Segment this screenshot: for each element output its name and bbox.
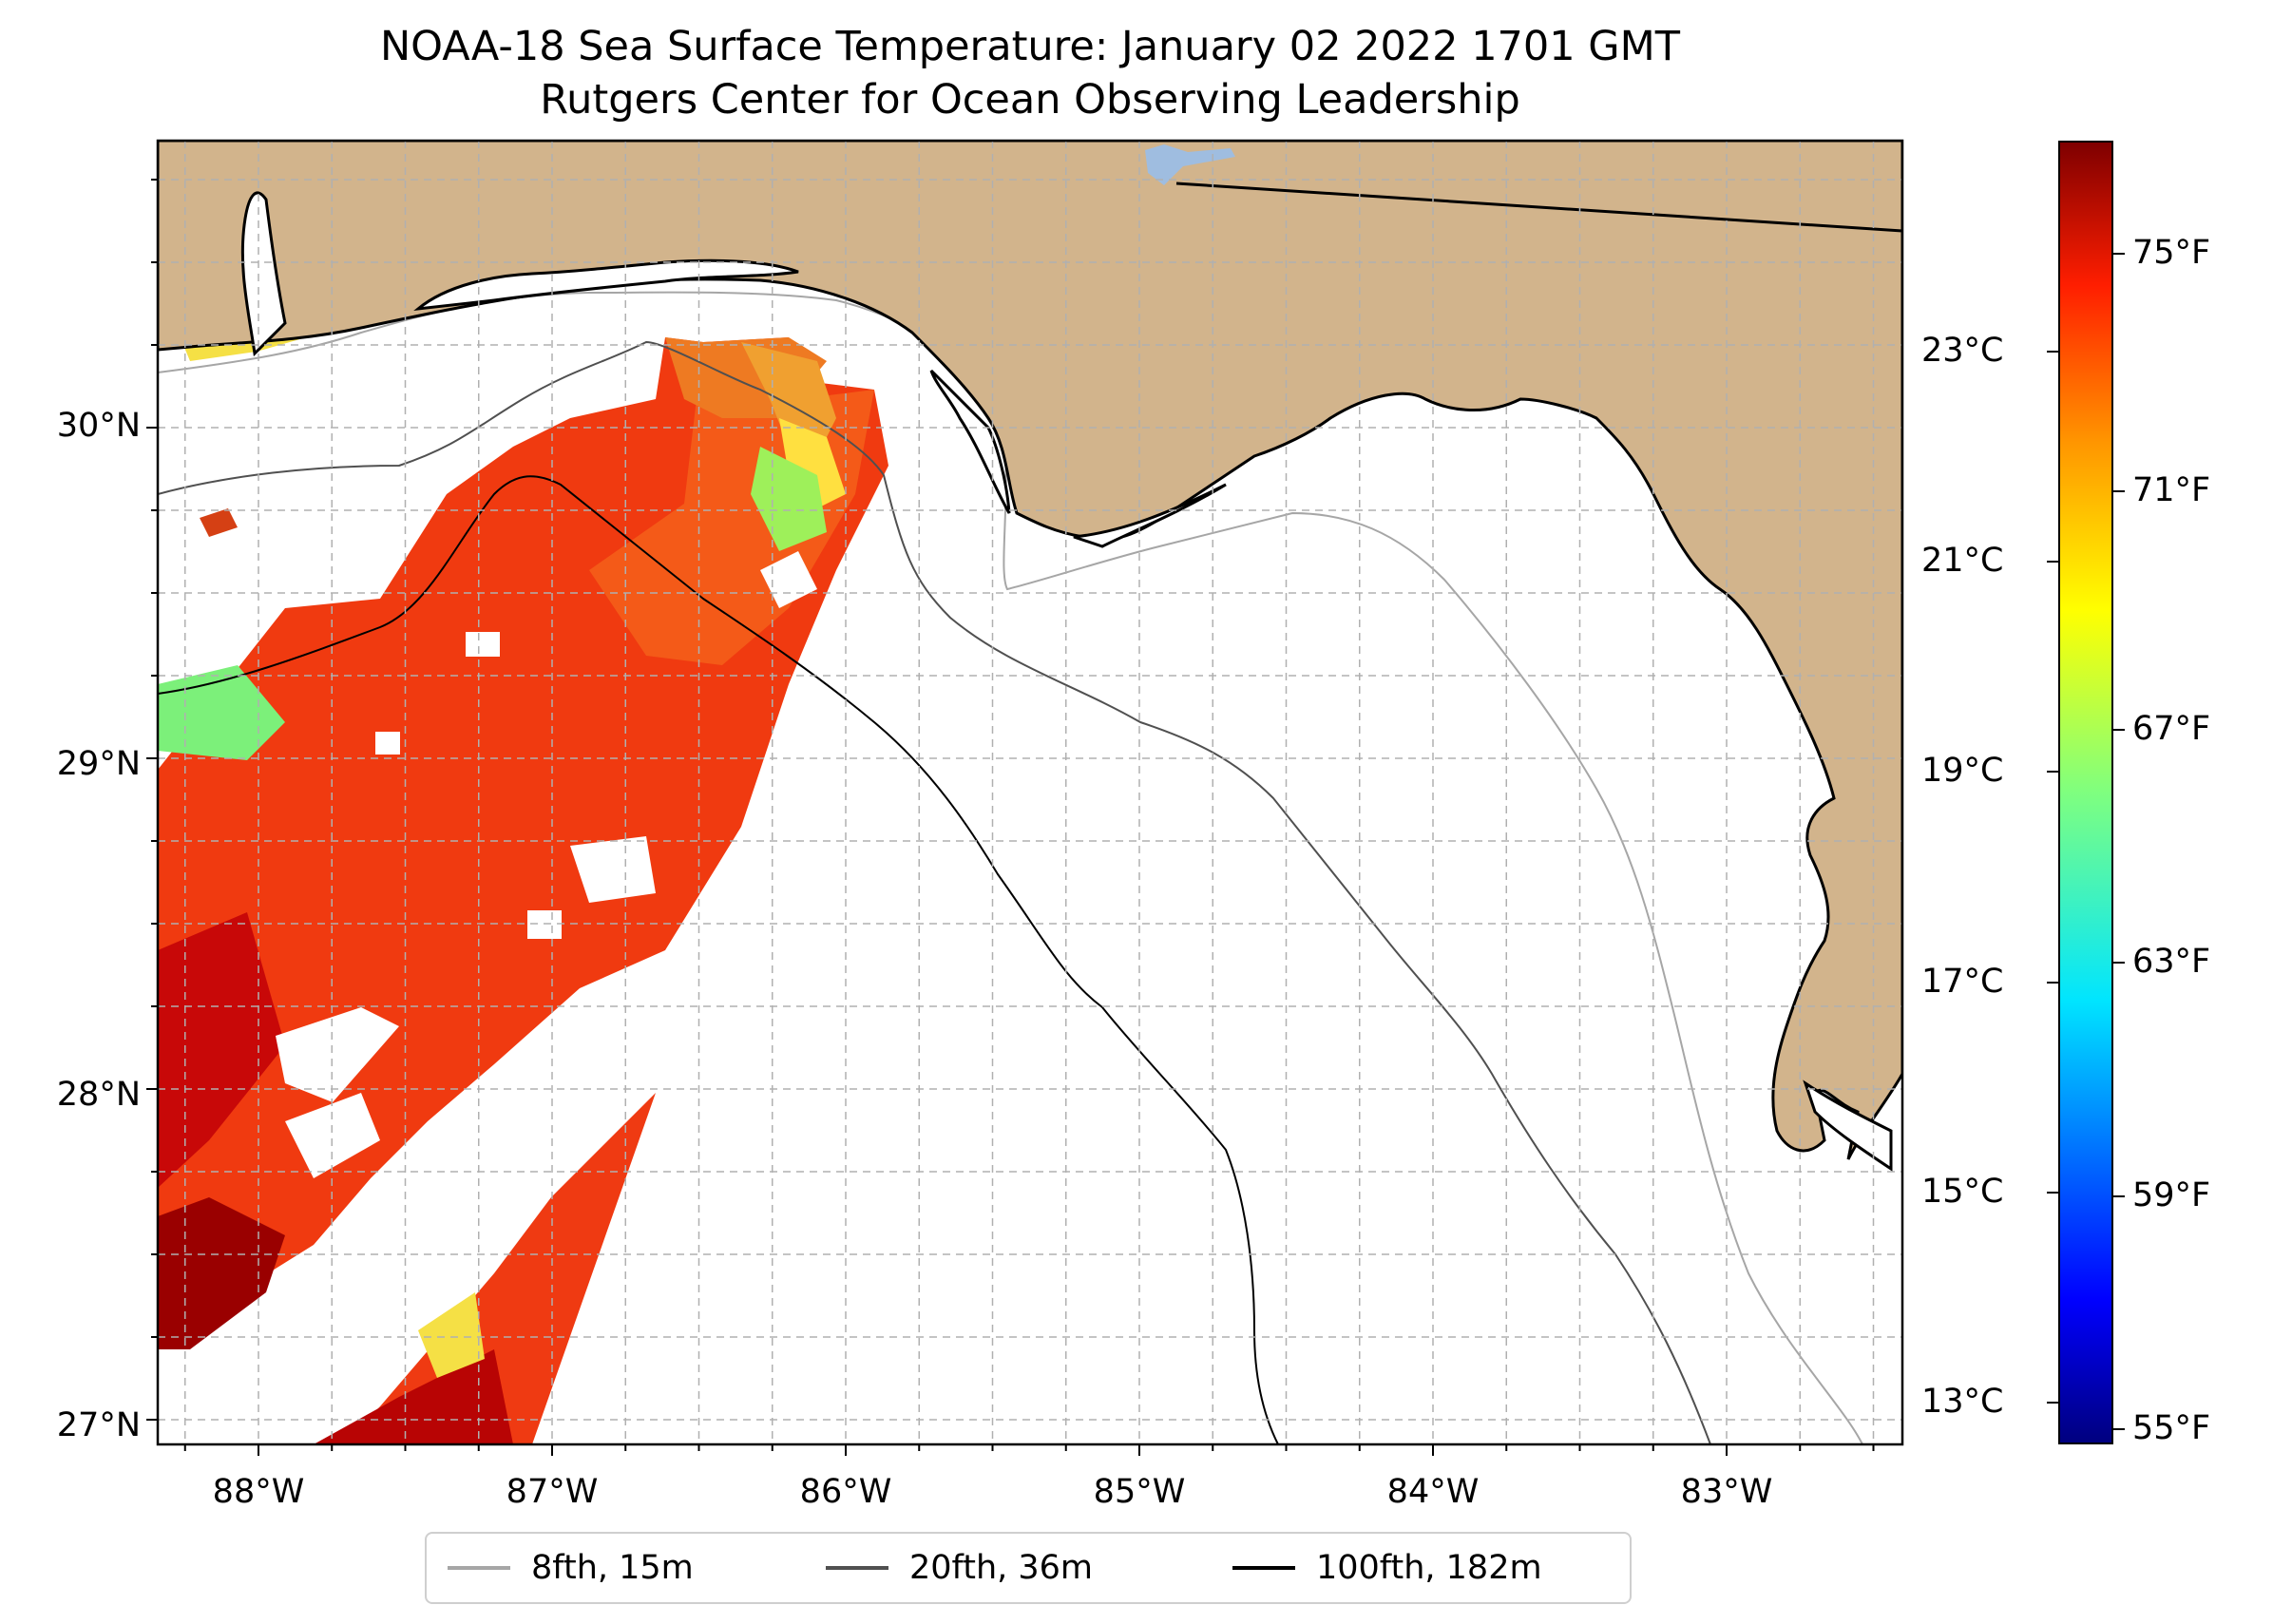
- colorbar-celsius-label: 17°C: [1921, 963, 2004, 1001]
- map-title: NOAA-18 Sea Surface Temperature: January…: [380, 23, 1680, 70]
- colorbar-fahrenheit-label: 59°F: [2132, 1176, 2211, 1214]
- legend-item-20fth: 20fth, 36m: [826, 1547, 1093, 1589]
- colorbar-fahrenheit-label: 67°F: [2132, 710, 2211, 748]
- contour-20fth: [158, 340, 1711, 1444]
- lon-label-88w: 88°W: [212, 1473, 305, 1511]
- map-subtitle: Rutgers Center for Ocean Observing Leade…: [540, 76, 1520, 124]
- legend-line-swatch: [448, 1566, 510, 1570]
- legend-label: 8fth, 15m: [531, 1549, 694, 1587]
- contour-legend: 8fth, 15m 20fth, 36m 100fth, 182m: [425, 1532, 1632, 1604]
- colorbar-celsius-label: 15°C: [1921, 1173, 2004, 1211]
- lat-label-30n: 30°N: [56, 407, 141, 445]
- colorbar-tick: [2113, 490, 2125, 492]
- colorbar-tick: [2047, 771, 2058, 773]
- contour-8fth: [158, 291, 1863, 1444]
- colorbar-fahrenheit-label: 63°F: [2132, 943, 2211, 981]
- colorbar-tick: [2113, 1428, 2125, 1430]
- lon-label-85w: 85°W: [1093, 1473, 1186, 1511]
- contour-100fth: [158, 475, 1279, 1444]
- colorbar-fahrenheit-label: 71°F: [2132, 471, 2211, 509]
- lat-label-28n: 28°N: [56, 1076, 141, 1114]
- colorbar-tick: [2047, 982, 2058, 984]
- colorbar-tick: [2113, 962, 2125, 964]
- lon-label-86w: 86°W: [799, 1473, 892, 1511]
- axis-ticks: [146, 179, 1875, 1456]
- colorbar-tick: [2047, 1402, 2058, 1404]
- state-border: [1175, 182, 1902, 233]
- colorbar-tick: [2113, 729, 2125, 731]
- colorbar-celsius-label: 19°C: [1921, 752, 2004, 790]
- lon-label-83w: 83°W: [1680, 1473, 1773, 1511]
- legend-label: 100fth, 182m: [1316, 1549, 1542, 1587]
- legend-line-swatch: [1232, 1566, 1295, 1570]
- colorbar-tick: [2113, 253, 2125, 255]
- colorbar-celsius-label: 21°C: [1921, 542, 2004, 580]
- sst-swath: [158, 285, 888, 1444]
- lat-label-29n: 29°N: [56, 745, 141, 783]
- colorbar-tick: [2047, 1192, 2058, 1194]
- lon-label-87w: 87°W: [506, 1473, 599, 1511]
- map-frame: [156, 139, 1904, 1446]
- colorbar-tick: [2047, 351, 2058, 353]
- colorbar-celsius-label: 23°C: [1921, 332, 2004, 370]
- colorbar-tick: [2047, 561, 2058, 563]
- colorbar-tick: [2113, 1195, 2125, 1197]
- lon-label-84w: 84°W: [1386, 1473, 1480, 1511]
- legend-item-100fth: 100fth, 182m: [1232, 1547, 1542, 1589]
- colorbar-fahrenheit-label: 75°F: [2132, 234, 2211, 272]
- colorbar-celsius-label: 13°C: [1921, 1383, 2004, 1421]
- coastline-land: [158, 141, 1902, 1172]
- legend-label: 20fth, 36m: [909, 1549, 1094, 1587]
- colorbar-fahrenheit-label: 55°F: [2132, 1409, 2211, 1447]
- colorbar: [2058, 141, 2113, 1444]
- gridlines: [158, 141, 1902, 1444]
- legend-item-8fth: 8fth, 15m: [448, 1547, 694, 1589]
- lat-label-27n: 27°N: [56, 1406, 141, 1444]
- legend-line-swatch: [826, 1566, 888, 1570]
